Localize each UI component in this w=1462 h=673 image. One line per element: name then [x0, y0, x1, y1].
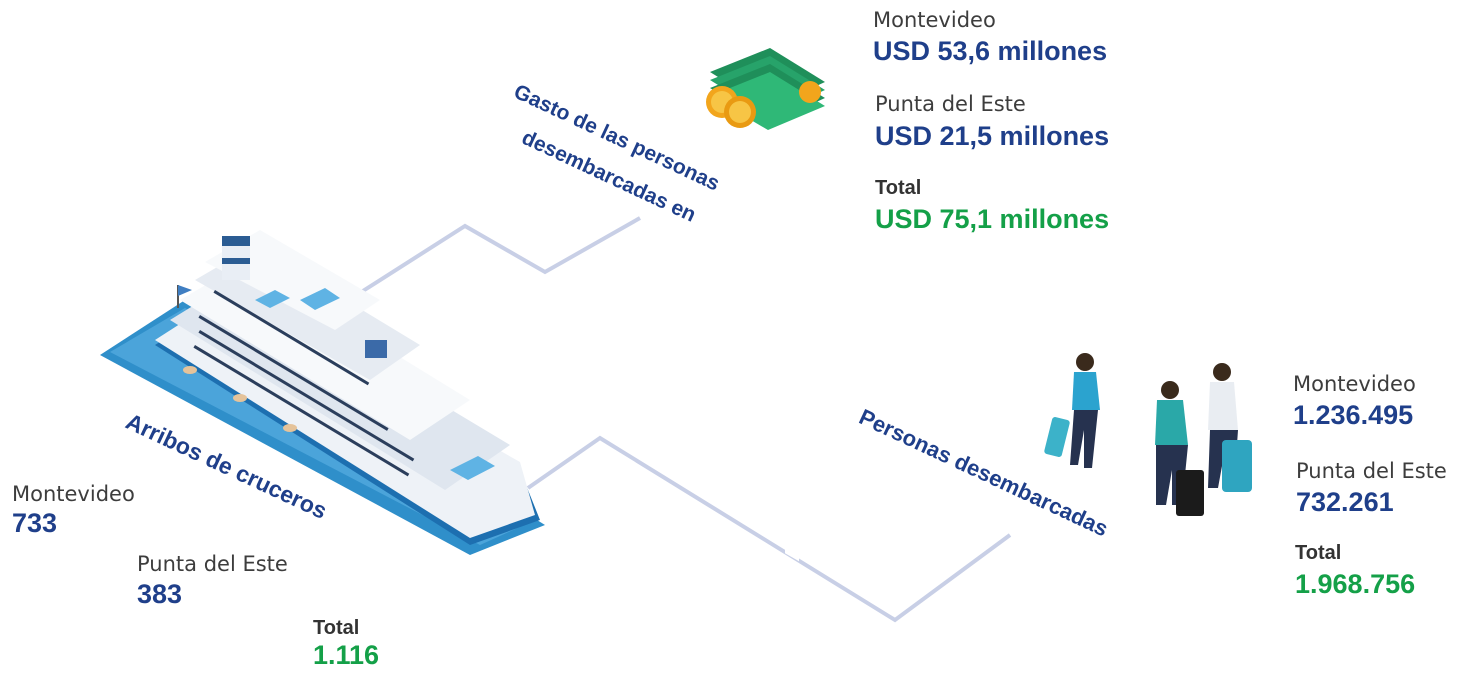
cruises-punta-value: 383: [137, 579, 183, 609]
upper-connector: [353, 216, 641, 298]
passengers-total-value: 1.968.756: [1295, 569, 1416, 599]
spending-montevideo-value: USD 53,6 millones: [873, 36, 1108, 66]
cruises-total-label: Total: [313, 617, 360, 639]
cruises-montevideo-label: Montevideo: [12, 482, 135, 506]
passengers-total-label: Total: [1295, 542, 1342, 564]
spending-punta-label: Punta del Este: [875, 92, 1026, 116]
passengers-montevideo-value: 1.236.495: [1293, 400, 1414, 430]
spending-punta-value: USD 21,5 millones: [875, 121, 1110, 151]
spending-montevideo-label: Montevideo: [873, 8, 996, 32]
cruises-montevideo-value: 733: [12, 508, 58, 538]
passengers-punta-label: Punta del Este: [1296, 459, 1447, 483]
cruises-punta-label: Punta del Este: [137, 552, 288, 576]
spending-total-label: Total: [875, 177, 922, 199]
spending-total-value: USD 75,1 millones: [875, 204, 1110, 234]
lower-connector: [526, 435, 1012, 623]
cruises-total-value: 1.116: [313, 640, 380, 670]
passengers-punta-value: 732.261: [1296, 487, 1394, 517]
passengers-montevideo-label: Montevideo: [1293, 372, 1416, 396]
